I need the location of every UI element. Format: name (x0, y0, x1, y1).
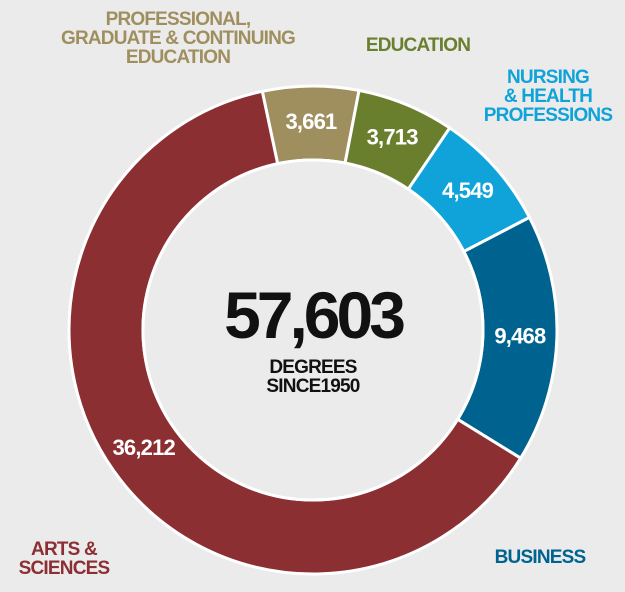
center-value: 57,603 (224, 278, 406, 352)
category-label: ARTS & SCIENCES (18, 539, 111, 579)
value-label: 3,661 (285, 109, 337, 134)
value-label: 4,549 (442, 178, 494, 203)
value-label: 9,468 (494, 323, 546, 348)
category-label: EDUCATION (365, 35, 471, 56)
value-label: 36,212 (113, 435, 176, 460)
center-text: DEGREES SINCE1950 (266, 357, 360, 397)
category-label: NURSING & HEALTH PROFESSIONS (483, 67, 613, 126)
value-label: 3,713 (367, 125, 419, 150)
inner-circle (141, 158, 485, 502)
category-label: PROFESSIONAL, GRADUATE & CONTINUING EDUC… (60, 9, 296, 68)
category-label: BUSINESS (494, 547, 587, 568)
